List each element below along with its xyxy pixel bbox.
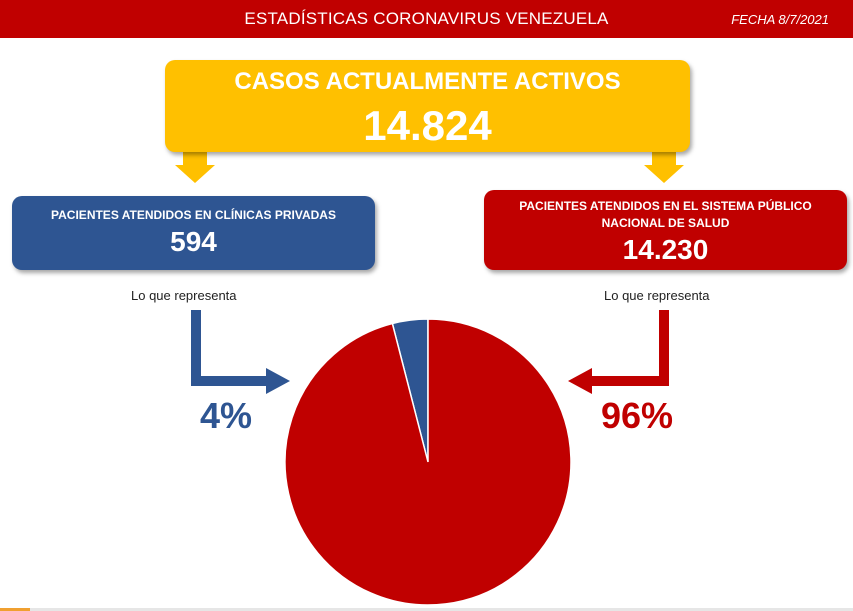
arrow-head-left-icon [266,368,290,394]
private-represents-label: Lo que representa [131,288,237,303]
private-clinics-title: PACIENTES ATENDIDOS EN CLÍNICAS PRIVADAS [51,208,336,222]
pie-slice-public-system [284,318,572,606]
public-system-title: PACIENTES ATENDIDOS EN EL SISTEMA PÚBLIC… [519,199,812,230]
arrow-down-right-icon [644,152,684,183]
private-percent-label: 4% [200,395,253,436]
public-represents-label: Lo que representa [604,288,710,303]
active-cases-value: 14.824 [363,102,492,149]
public-system-box: PACIENTES ATENDIDOS EN EL SISTEMA PÚBLIC… [484,190,847,270]
pie-chart [284,318,572,606]
arrow-elbow-left-icon [191,310,272,386]
private-clinics-box: PACIENTES ATENDIDOS EN CLÍNICAS PRIVADAS… [12,196,375,270]
public-system-value: 14.230 [622,234,709,265]
private-clinics-value: 594 [170,226,217,257]
active-cases-box: CASOS ACTUALMENTE ACTIVOS 14.824 [165,60,690,152]
arrow-head-right-icon [568,368,592,394]
arrow-down-left-icon [175,152,215,183]
header-bar: ESTADÍSTICAS CORONAVIRUS VENEZUELA FECHA… [0,0,853,38]
public-percent-label: 96% [601,395,674,436]
footer-accent [0,608,30,611]
arrow-elbow-right-icon [586,310,669,386]
header-title: ESTADÍSTICAS CORONAVIRUS VENEZUELA [244,9,609,28]
active-cases-title: CASOS ACTUALMENTE ACTIVOS [234,68,621,95]
header-date: FECHA 8/7/2021 [731,12,829,27]
footer-divider [0,608,853,611]
